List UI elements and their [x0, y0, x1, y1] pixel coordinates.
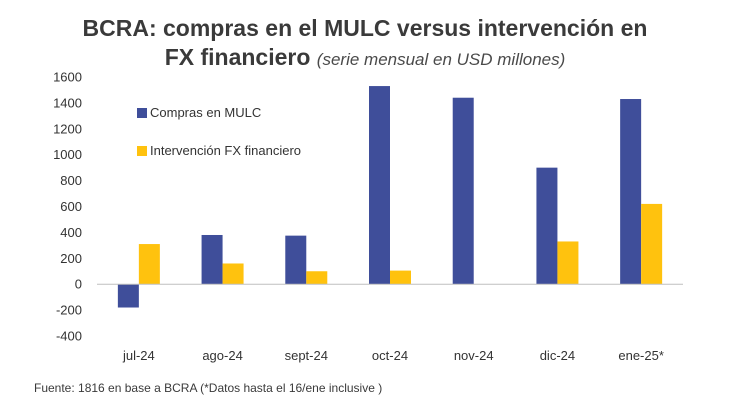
legend-swatch-compras [137, 108, 147, 118]
source-note: Fuente: 1816 en base a BCRA (*Datos hast… [34, 381, 383, 395]
chart-subtitle: (serie mensual en USD millones) [316, 50, 566, 69]
bar-compras-ene-25 [620, 99, 642, 285]
x-tick-label: nov-24 [454, 348, 494, 363]
bar-intervencion-sept-24 [306, 271, 328, 285]
x-tick-label: dic-24 [540, 348, 575, 363]
bar-compras-nov-24 [452, 97, 474, 285]
x-tick-label: ago-24 [202, 348, 242, 363]
bar-compras-ago-24 [201, 234, 223, 285]
legend-label-intervencion: Intervención FX financiero [150, 143, 301, 158]
legend-label-compras: Compras en MULC [150, 105, 261, 120]
x-tick-labels: jul-24 ago-24 sept-24 oct-24 nov-24 dic-24 ene… [122, 348, 664, 363]
bar-compras-sept-24 [285, 235, 307, 285]
x-tick-label: sept-24 [285, 348, 328, 363]
bar-compras-oct-24 [369, 86, 390, 285]
chart-title-line2: FX financiero (serie mensual en USD mill… [0, 42, 730, 75]
x-tick-label: jul-24 [122, 348, 155, 363]
chart-title-line1: BCRA: compras en el MULC versus interven… [82, 15, 648, 41]
chart-title-main: FX financiero [164, 44, 311, 70]
y-tick-label: -200 [56, 303, 82, 318]
chart-title: BCRA: compras en el MULC versus interven… [0, 14, 730, 75]
y-tick-labels: 1600 1400 1200 1000 800 600 400 200 0 -200 -400 [53, 70, 82, 344]
legend: Compras en MULC Intervención FX financier… [137, 105, 301, 158]
y-tick-label: 0 [75, 277, 82, 292]
y-tick-label: 1600 [53, 70, 82, 85]
y-tick-label: -400 [56, 329, 82, 344]
bar-intervencion-ene-25 [641, 203, 663, 285]
bars-group [117, 86, 663, 308]
bar-compras-dic-24 [536, 167, 558, 285]
y-tick-label: 600 [60, 199, 82, 214]
y-tick-label: 200 [60, 251, 82, 266]
y-tick-label: 400 [60, 225, 82, 240]
y-tick-label: 1000 [53, 147, 82, 162]
bar-intervencion-jul-24 [138, 244, 160, 285]
bar-compras-jul-24 [117, 284, 139, 308]
x-tick-label: oct-24 [372, 348, 408, 363]
legend-swatch-intervencion [137, 146, 147, 156]
x-tick-label: ene-25* [618, 348, 664, 363]
bar-intervencion-dic-24 [557, 241, 579, 285]
bar-intervencion-oct-24 [390, 270, 411, 285]
y-tick-label: 1200 [53, 121, 82, 136]
y-tick-label: 800 [60, 173, 82, 188]
bar-intervencion-ago-24 [222, 263, 244, 285]
y-tick-label: 1400 [53, 95, 82, 110]
